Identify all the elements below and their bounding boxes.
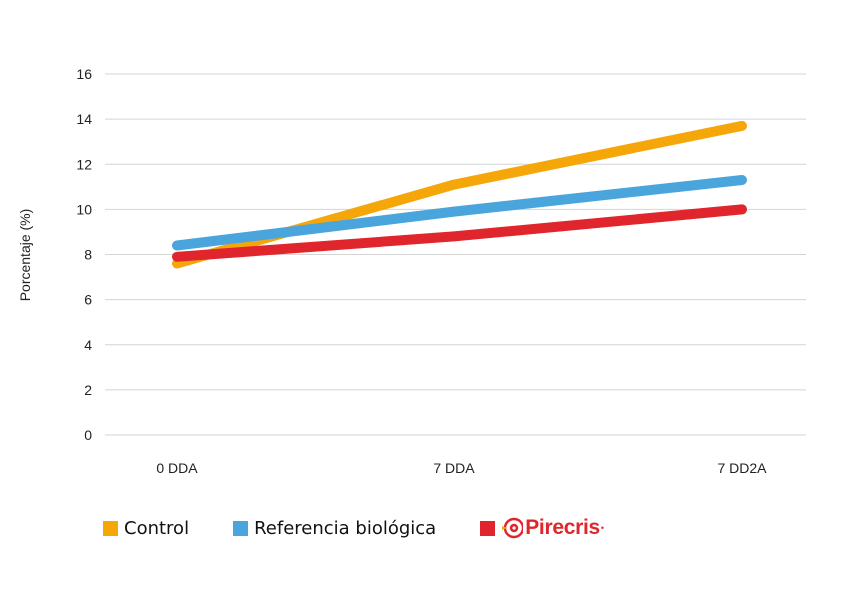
- y-tick-label: 10: [76, 201, 92, 217]
- y-tick-label: 4: [84, 337, 92, 353]
- legend-swatch-referencia: [233, 520, 249, 536]
- series-lines: [172, 120, 747, 269]
- y-tick-label: 2: [84, 382, 92, 398]
- x-tick-label: 0 DDA: [156, 460, 198, 476]
- y-tick-label: 6: [84, 292, 92, 308]
- y-tick-label: 14: [76, 111, 92, 127]
- pirecris-logo: Pirecris •: [501, 516, 604, 540]
- series-line-pirecris: [172, 204, 747, 262]
- legend-item-control[interactable]: Control: [103, 518, 189, 539]
- y-axis-label: Porcentaje (%): [17, 209, 33, 302]
- y-tick-label: 0: [84, 427, 92, 443]
- legend-item-pirecris[interactable]: Pirecris •: [480, 516, 604, 540]
- legend-swatch-control: [103, 520, 118, 536]
- legend-swatch-pirecris: [480, 520, 496, 536]
- x-tick-labels: 0 DDA 7 DDA 7 DD2A: [156, 460, 767, 476]
- y-tick-label: 12: [76, 156, 92, 172]
- y-tick-label: 16: [76, 66, 92, 82]
- x-tick-label: 7 DDA: [433, 460, 475, 476]
- target-logo-icon: [502, 517, 524, 539]
- legend: Control Referencia biológica Pirecris •: [103, 516, 648, 540]
- legend-label: Control: [124, 517, 190, 539]
- legend-item-referencia[interactable]: Referencia biológica: [233, 518, 436, 539]
- brand-name: Pirecris: [525, 516, 600, 539]
- series-line-referencia-biol-gica: [172, 175, 747, 251]
- x-tick-label: 7 DD2A: [717, 460, 767, 476]
- y-tick-label: 8: [84, 247, 92, 263]
- brand-mark-dot: •: [600, 523, 605, 533]
- y-tick-labels: 0 2 4 6 8 10 12 14 16: [76, 66, 92, 443]
- series-line-control: [172, 120, 747, 269]
- legend-label: Referencia biológica: [254, 517, 437, 539]
